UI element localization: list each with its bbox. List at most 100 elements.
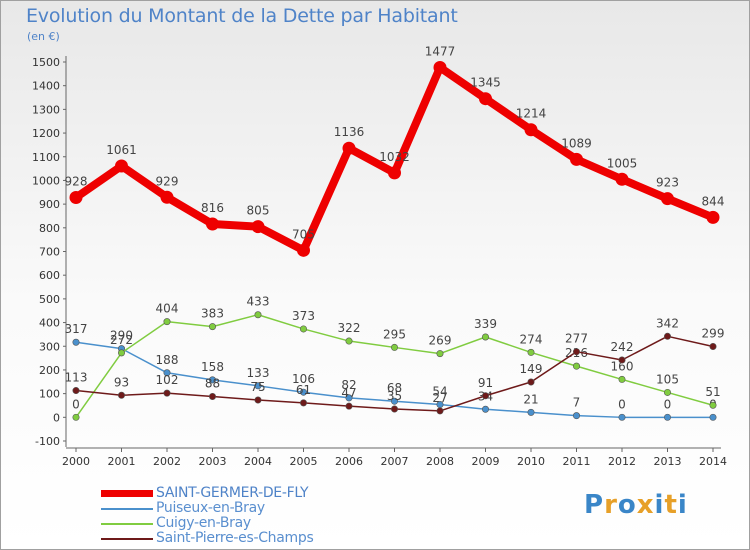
data-label: 106 [292,372,315,386]
data-label: 290 [110,329,133,343]
data-label: 844 [702,194,725,208]
y-tick-label: 700 [39,246,60,259]
data-label: 1477 [425,44,456,58]
data-label: 1089 [561,136,592,150]
logo-letter: P [584,490,605,520]
data-point [115,159,128,173]
data-point [163,389,171,397]
data-label: 68 [387,381,402,395]
data-label: 295 [383,327,406,341]
series-cuigy-en-bray: 0272404383433373322295269339274216160105… [72,295,721,421]
y-tick-label: 300 [39,340,60,353]
y-tick-label: 1200 [32,127,60,140]
data-label: 1032 [379,150,410,164]
logo-letter: i [654,490,665,520]
data-point [163,318,171,326]
data-label: 54 [432,385,447,399]
data-label: 928 [65,174,88,188]
data-label: 82 [341,378,356,392]
data-label: 0 [72,397,80,411]
data-point [388,166,401,180]
x-tick-label: 2000 [62,455,90,468]
data-point [254,311,262,319]
data-point [390,397,398,405]
data-point [481,392,489,400]
x-tick-label: 2007 [381,455,409,468]
data-point [118,391,126,399]
data-point [709,401,717,409]
data-point [663,413,671,421]
x-tick-label: 2008 [426,455,454,468]
data-label: 188 [156,353,179,367]
data-point [72,413,80,421]
series-saint-pierre-es-champs: 113 93 102 88 75 61 47 35 27 91 149 277 242 342 299 [65,316,725,415]
data-point [481,405,489,413]
data-label: 158 [201,360,224,374]
y-tick-label: 400 [39,317,60,330]
data-label: 383 [201,307,224,321]
data-label: 160 [611,359,634,373]
data-point [433,60,447,74]
data-point [481,333,489,341]
x-tick-label: 2006 [335,455,363,468]
y-tick-label: 900 [39,198,60,211]
data-point [527,408,535,416]
data-label: 88 [205,376,220,390]
data-point [254,396,262,404]
data-label: 433 [247,295,270,309]
y-tick-label: 600 [39,269,60,282]
data-point [72,338,80,346]
data-point [709,342,717,350]
data-point [709,413,717,421]
data-point [209,323,217,331]
data-label: 1005 [607,156,638,170]
legend-label: SAINT-GERMER-DE-FLY [156,485,309,501]
data-label: 923 [656,176,679,190]
data-point [209,376,217,384]
data-point [572,412,580,420]
data-label: 404 [156,302,179,316]
data-point [572,348,580,356]
data-point [570,152,583,166]
data-point [615,172,629,186]
data-point [436,350,444,358]
legend-swatch [101,490,153,497]
data-label: 373 [292,309,315,323]
y-tick-label: 1000 [32,174,60,187]
data-label: 1061 [106,143,137,157]
y-tick-label: 1300 [32,103,60,116]
data-point [345,394,353,402]
data-label: 61 [296,383,311,397]
data-point [390,343,398,351]
data-label: 339 [474,317,497,331]
data-label: 0 [618,397,626,411]
chart-unit: (en €) [27,30,60,43]
data-label: 272 [110,333,133,347]
data-label: 277 [565,332,588,346]
data-point [206,217,219,231]
proxiti-logo: Proxiti [584,490,688,520]
data-point [524,123,538,137]
x-tick-label: 2003 [199,455,227,468]
data-point [118,349,126,357]
x-tick-label: 2010 [517,455,545,468]
data-point [706,210,720,224]
data-point [618,356,626,364]
data-label: 274 [520,332,543,346]
x-tick-label: 2014 [699,455,727,468]
y-tick-label: 500 [39,293,60,306]
data-point [345,337,353,345]
data-point [572,362,580,370]
data-label: 299 [702,326,725,340]
data-point [661,192,674,206]
data-point [254,382,262,390]
data-label: 102 [156,373,179,387]
data-label: 816 [201,201,224,215]
legend-swatch [101,523,153,525]
data-point [618,413,626,421]
series-saint-germer-de-fly: 928 1061 929 816 805 705 1136 1032 1477 1345 1214 1… [65,44,725,257]
data-point [345,402,353,410]
y-tick-label: 1400 [32,80,60,93]
data-label: 269 [429,334,452,348]
